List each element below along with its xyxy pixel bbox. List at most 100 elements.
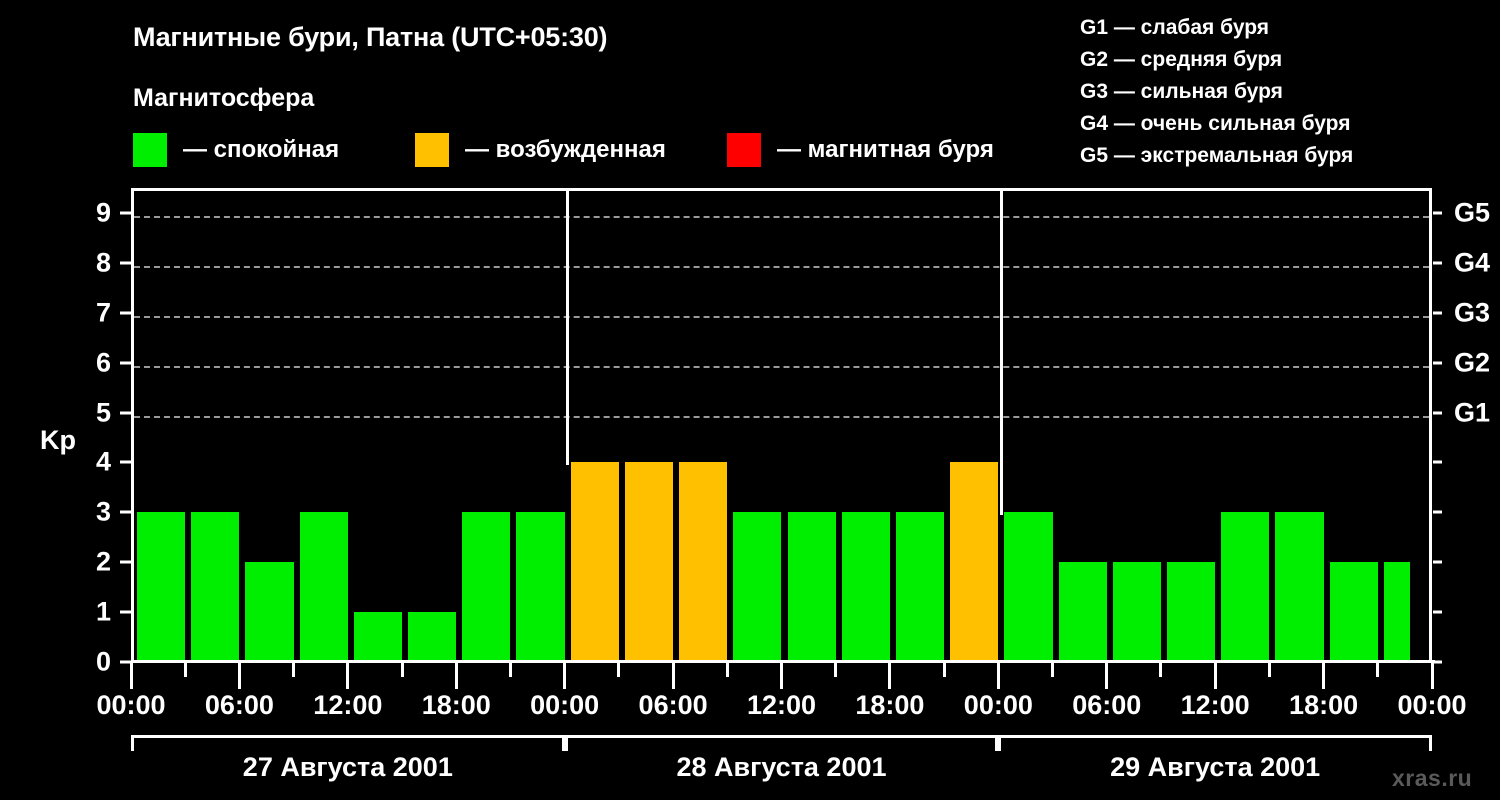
gridline-kp-5 — [134, 415, 1429, 418]
x-tick-24 — [1430, 663, 1434, 689]
bar-5 — [408, 612, 457, 662]
bar-19 — [1166, 562, 1216, 662]
g-tick-label-G4: G4 — [1454, 247, 1491, 278]
bar-23 — [1383, 562, 1410, 662]
y-tick-label-0: 0 — [95, 646, 111, 677]
y-tick-label-3: 3 — [95, 496, 111, 527]
x-tick-18 — [1105, 663, 1109, 689]
y-tick-mark-2 — [120, 560, 131, 564]
x-tick-label-5: 06:00 — [638, 690, 708, 720]
date-label-3: 29 Августа 2001 — [1110, 752, 1321, 782]
x-tick-3 — [292, 663, 296, 677]
y-tick-label-8: 8 — [95, 247, 111, 278]
bar-11 — [733, 512, 782, 662]
y-tick-mark-7 — [120, 311, 131, 315]
x-tick-label-3: 18:00 — [421, 690, 491, 720]
legend-swatch-active-icon — [415, 133, 449, 167]
x-tick-label-12: 00:00 — [1397, 690, 1467, 720]
bar-21 — [1275, 512, 1324, 662]
g-scale-legend: G1 — слабая буря G2 — средняя буря G3 — си… — [1080, 12, 1353, 172]
x-tick-20 — [1213, 663, 1217, 689]
bar-14 — [895, 512, 945, 662]
y-tick-label-9: 9 — [95, 197, 111, 228]
gridline-kp-7 — [134, 315, 1429, 318]
y-tick-label-6: 6 — [95, 347, 111, 378]
watermark: xras.ru — [1392, 765, 1473, 791]
x-tick-12 — [780, 663, 783, 689]
date-label-2: 28 Августа 2001 — [676, 752, 887, 782]
x-axis-line — [131, 660, 1435, 663]
g-tick-mark-G5 — [1433, 211, 1442, 215]
g-axis: G1 G2 G3 G4 G5 — [1432, 188, 1500, 664]
x-tick-label-11: 18:00 — [1289, 690, 1359, 720]
gridline-kp-6 — [134, 365, 1429, 368]
day-separator-2 — [999, 191, 1003, 516]
x-tick-10 — [671, 663, 675, 689]
bar-6 — [462, 512, 511, 662]
x-tick-21 — [1267, 663, 1271, 677]
date-bracket-1 — [131, 735, 565, 751]
x-tick-7 — [508, 663, 512, 677]
bar-17 — [1058, 562, 1107, 662]
g-tick-mark-G3 — [1433, 311, 1442, 315]
y-tick-mark-6 — [120, 361, 131, 365]
bar-15 — [950, 462, 999, 662]
y-tick-mark-4 — [120, 460, 131, 464]
right-tick-kp-1 — [1433, 610, 1442, 614]
legend-item-calm: — спокойная — [133, 133, 339, 167]
legend-item-active: — возбужденная — [415, 133, 666, 167]
x-tick-14 — [888, 663, 892, 689]
bar-3 — [299, 512, 348, 662]
x-tick-2 — [237, 663, 241, 689]
legend-swatch-storm-icon — [727, 133, 761, 167]
g-tick-label-G3: G3 — [1454, 297, 1491, 328]
x-tick-label-10: 12:00 — [1180, 690, 1250, 720]
gridline-kp-8 — [134, 265, 1429, 268]
g-tick-label-G1: G1 — [1454, 397, 1491, 428]
y-tick-label-1: 1 — [95, 596, 111, 627]
x-tick-label-7: 18:00 — [855, 690, 925, 720]
x-tick-label-9: 06:00 — [1072, 690, 1142, 720]
magnetosphere-label: Магнитосфера — [133, 84, 315, 112]
right-tick-kp-3 — [1433, 510, 1442, 514]
x-tick-13 — [834, 663, 838, 677]
bar-12 — [787, 512, 836, 662]
g-scale-line-2: G2 — средняя буря — [1080, 48, 1283, 71]
x-tick-6 — [454, 663, 458, 689]
date-label-1: 27 Августа 2001 — [242, 752, 453, 782]
y-tick-label-4: 4 — [95, 446, 111, 477]
x-tick-9 — [617, 663, 621, 677]
legend-swatch-calm-icon — [133, 133, 167, 167]
x-tick-label-1: 06:00 — [204, 690, 274, 720]
legend-label-active: — возбужденная — [465, 136, 666, 163]
y-axis: 0 1 2 3 4 5 6 7 8 9 — [70, 188, 131, 677]
x-tick-0 — [129, 663, 133, 689]
x-tick-19 — [1159, 663, 1163, 677]
y-tick-label-7: 7 — [95, 297, 111, 328]
y-tick-mark-8 — [120, 261, 131, 265]
bar-18 — [1112, 562, 1161, 662]
legend-item-storm: — магнитная буря — [727, 133, 994, 167]
bar-4 — [353, 612, 403, 662]
bar-22 — [1329, 562, 1378, 662]
bar-10 — [679, 462, 728, 662]
y-tick-mark-5 — [120, 411, 131, 415]
bar-16 — [1004, 512, 1053, 662]
x-tick-label-2: 12:00 — [313, 690, 383, 720]
x-tick-22 — [1322, 663, 1326, 689]
right-tick-kp-4 — [1433, 460, 1442, 464]
g-tick-mark-G4 — [1433, 261, 1442, 265]
x-tick-1 — [183, 663, 187, 677]
bar-2 — [245, 562, 294, 662]
g-tick-label-G5: G5 — [1454, 197, 1491, 228]
x-tick-15 — [942, 663, 946, 677]
y-tick-mark-3 — [120, 510, 131, 514]
right-tick-kp-0 — [1433, 660, 1442, 664]
g-scale-line-1: G1 — слабая буря — [1080, 16, 1270, 39]
x-tick-label-4: 00:00 — [530, 690, 600, 720]
y-tick-label-2: 2 — [95, 546, 111, 577]
y-tick-mark-0 — [120, 660, 131, 664]
g-tick-mark-G2 — [1433, 361, 1442, 365]
legend-label-calm: — спокойная — [183, 136, 340, 163]
bar-20 — [1221, 512, 1270, 662]
